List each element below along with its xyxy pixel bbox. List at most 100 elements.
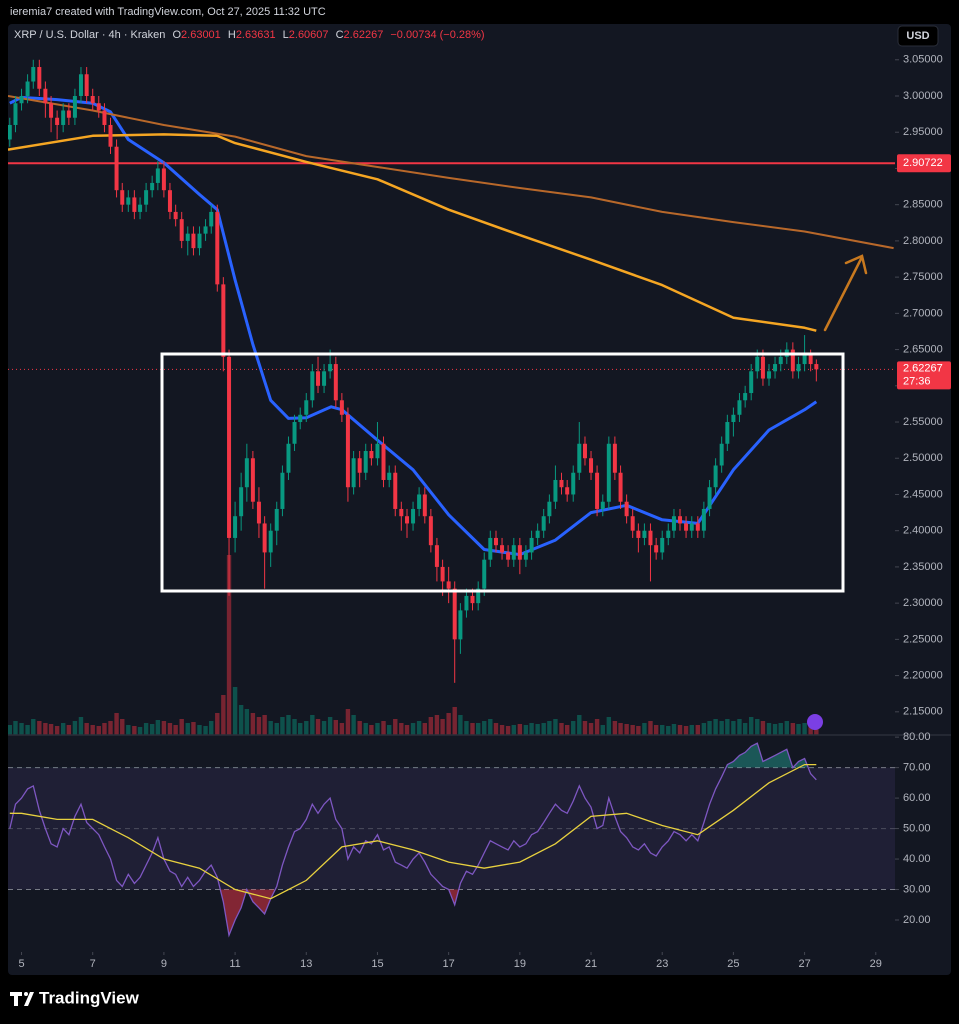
ma-layer bbox=[8, 95, 894, 557]
volume-bar bbox=[37, 721, 42, 735]
candle-body bbox=[144, 190, 149, 205]
x-tick-label: 25 bbox=[727, 958, 739, 970]
volume-bar bbox=[499, 725, 505, 735]
y-tick-label: 3.00000 bbox=[903, 90, 943, 102]
volume-bar bbox=[624, 724, 629, 735]
candle-body bbox=[535, 530, 540, 538]
volume-bar bbox=[43, 723, 48, 735]
volume-bar bbox=[375, 723, 380, 735]
rsi-y-tick-label: 60.00 bbox=[903, 792, 931, 804]
candle-body bbox=[19, 96, 24, 104]
volume-bar bbox=[440, 719, 445, 735]
volume-bar bbox=[594, 719, 600, 735]
candle-body bbox=[233, 516, 238, 538]
candle-body bbox=[642, 530, 647, 538]
volume-bar bbox=[731, 721, 736, 735]
candle-body bbox=[452, 588, 457, 640]
countdown-label: 27:36 bbox=[903, 375, 931, 387]
y-tick-label: 3.05000 bbox=[903, 54, 943, 66]
volume-bar bbox=[54, 726, 60, 735]
candle-body bbox=[701, 508, 706, 531]
candle-body bbox=[381, 443, 386, 480]
candle-body bbox=[511, 545, 516, 560]
volume-bar bbox=[410, 723, 416, 735]
volume-bar bbox=[149, 724, 155, 735]
volume-bar bbox=[446, 713, 451, 735]
volume-bar bbox=[185, 723, 190, 735]
candle-body bbox=[114, 146, 119, 191]
candle-body bbox=[500, 545, 505, 553]
candle-body bbox=[606, 443, 611, 502]
candle-body bbox=[126, 197, 131, 205]
y-tick-label: 2.25000 bbox=[903, 633, 943, 645]
rsi-y-tick-label: 50.00 bbox=[903, 822, 931, 834]
volume-bar bbox=[238, 705, 244, 735]
x-tick-label: 15 bbox=[371, 958, 383, 970]
volume-bar bbox=[725, 719, 730, 735]
volume-bar bbox=[713, 719, 718, 735]
volume-bar bbox=[143, 723, 149, 735]
volume-bar bbox=[796, 724, 801, 735]
legend-value: 2.63001 bbox=[181, 29, 221, 41]
volume-bar bbox=[179, 719, 184, 735]
volume-bar bbox=[31, 719, 36, 735]
rsi-y-tick-label: 30.00 bbox=[903, 883, 931, 895]
candle-body bbox=[428, 516, 433, 546]
volume-bar bbox=[660, 725, 665, 735]
candle-body bbox=[660, 537, 665, 553]
volume-bar bbox=[553, 719, 558, 735]
candle-body bbox=[138, 204, 143, 212]
rsi-plot bbox=[9, 742, 817, 938]
volume-bar bbox=[755, 719, 760, 735]
candle-body bbox=[209, 211, 214, 227]
volume-bar bbox=[333, 720, 339, 735]
volume-bar bbox=[167, 723, 173, 735]
candle-body bbox=[541, 516, 546, 531]
candle-body bbox=[102, 110, 107, 125]
volume-bar bbox=[327, 717, 333, 735]
candle-body bbox=[399, 508, 404, 517]
candle-body bbox=[725, 422, 730, 444]
tv-badge[interactable] bbox=[807, 714, 823, 730]
y-tick-label: 2.30000 bbox=[903, 597, 943, 609]
volume-bar bbox=[701, 723, 707, 735]
volume-bar bbox=[262, 715, 267, 735]
volume-bar bbox=[677, 725, 683, 735]
volume-bar bbox=[25, 725, 30, 735]
currency-button[interactable] bbox=[897, 25, 939, 47]
volume-bar bbox=[310, 715, 315, 735]
volume-bar bbox=[541, 723, 546, 735]
candle-body bbox=[375, 443, 380, 459]
volume-bar bbox=[132, 726, 137, 735]
candle-body bbox=[713, 465, 718, 488]
y-tick-label: 2.95000 bbox=[903, 126, 943, 138]
volume-bar bbox=[96, 726, 101, 735]
volume-bar bbox=[642, 723, 647, 735]
candle-body bbox=[132, 197, 137, 212]
candle-body bbox=[689, 523, 694, 531]
candle-body bbox=[333, 364, 338, 401]
x-tick-label: 23 bbox=[656, 958, 668, 970]
candle-body bbox=[618, 472, 623, 502]
candle-body bbox=[227, 356, 232, 538]
volume-bar bbox=[588, 723, 594, 735]
candle-body bbox=[108, 124, 113, 147]
volume-bar bbox=[399, 723, 404, 735]
candle-body bbox=[262, 523, 267, 553]
volume-bar bbox=[304, 721, 309, 735]
candle-body bbox=[61, 110, 66, 125]
candle-body bbox=[37, 67, 42, 89]
currency-label[interactable]: USD bbox=[906, 30, 929, 42]
legend: XRP / U.S. Dollar · 4h · Kraken O2.63001… bbox=[14, 29, 485, 41]
volume-bar bbox=[600, 725, 605, 735]
candle-body bbox=[553, 479, 558, 502]
moving-average bbox=[8, 95, 894, 250]
candle-body bbox=[755, 356, 760, 372]
candle-body bbox=[749, 371, 754, 394]
candle-body bbox=[743, 393, 748, 401]
candle-body bbox=[790, 349, 795, 372]
volume-bar bbox=[369, 725, 374, 735]
candle-body bbox=[339, 400, 344, 415]
volume-bar bbox=[274, 723, 279, 735]
